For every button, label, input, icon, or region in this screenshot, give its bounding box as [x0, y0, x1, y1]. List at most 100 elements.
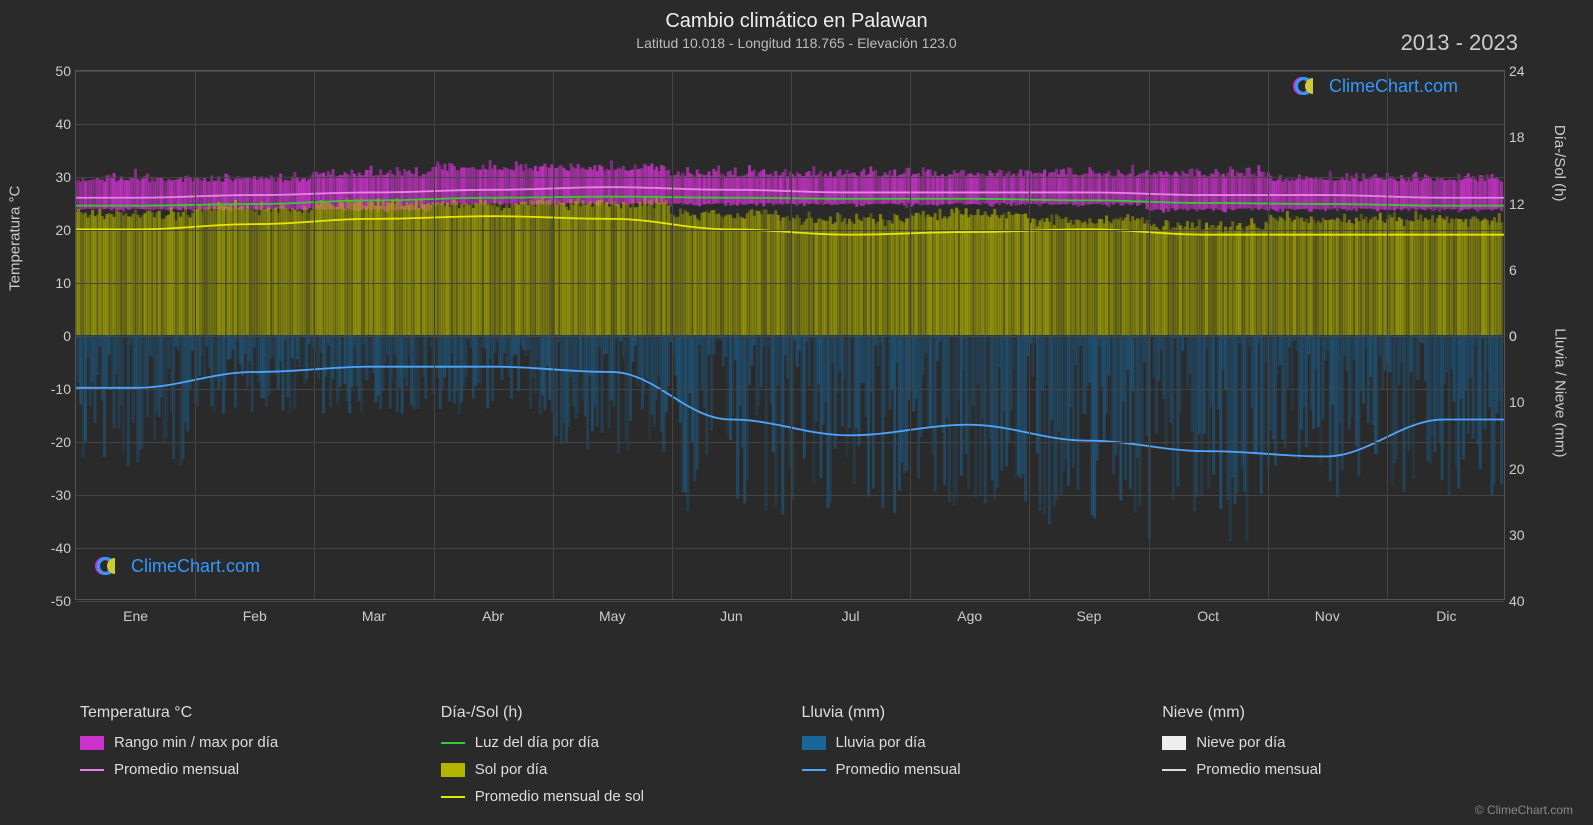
y-tick-left: -30: [31, 487, 71, 503]
y-tick-left: -10: [31, 381, 71, 397]
y-tick-left: 30: [31, 169, 71, 185]
y-tick-right-bottom: 20: [1509, 461, 1534, 477]
gridline-v: [434, 71, 435, 599]
x-tick-month: Jun: [720, 608, 743, 624]
x-tick-month: Dic: [1436, 608, 1456, 624]
y-tick-right-top: 6: [1509, 262, 1534, 278]
chart-container: -50-40-30-20-100102030405006121824010203…: [75, 50, 1505, 620]
y-tick-right-top: 18: [1509, 129, 1534, 145]
x-tick-month: Oct: [1197, 608, 1219, 624]
gridline-v: [1029, 71, 1030, 599]
gridline-h: [76, 442, 1504, 443]
legend-group-title: Nieve (mm): [1162, 704, 1523, 722]
legend-item-label: Sol por día: [475, 761, 548, 778]
legend-item: Promedio mensual: [1162, 761, 1523, 778]
gridline-v: [553, 71, 554, 599]
y-tick-right-top: 12: [1509, 196, 1534, 212]
gridline-h: [76, 283, 1504, 284]
y-tick-right-bottom: 40: [1509, 593, 1534, 609]
gridline-h: [76, 230, 1504, 231]
left-axis-title: Temperatura °C: [7, 186, 24, 291]
y-tick-left: -20: [31, 434, 71, 450]
legend-item: Lluvia por día: [802, 734, 1163, 751]
legend-swatch-icon: [441, 763, 465, 777]
legend-group-title: Día-/Sol (h): [441, 704, 802, 722]
gridline-h: [76, 548, 1504, 549]
legend-item: Nieve por día: [1162, 734, 1523, 751]
y-tick-right-bottom: 10: [1509, 394, 1534, 410]
series-line: [76, 216, 1504, 234]
x-tick-month: Nov: [1315, 608, 1340, 624]
gridline-v: [910, 71, 911, 599]
x-tick-month: Ene: [123, 608, 148, 624]
gridline-v: [791, 71, 792, 599]
y-tick-left: 0: [31, 328, 71, 344]
logo-icon: [1293, 75, 1323, 97]
y-tick-right-bottom: 0: [1509, 328, 1534, 344]
legend-swatch-icon: [802, 736, 826, 750]
y-tick-left: 40: [31, 116, 71, 132]
chart-subtitle: Latitud 10.018 - Longitud 118.765 - Elev…: [636, 35, 956, 51]
x-tick-month: May: [599, 608, 625, 624]
gridline-h: [76, 124, 1504, 125]
copyright: © ClimeChart.com: [1475, 803, 1573, 817]
gridline-h: [76, 389, 1504, 390]
legend-swatch-icon: [80, 736, 104, 750]
gridline-v: [1149, 71, 1150, 599]
logo-icon: [95, 555, 125, 577]
bands-layer: [76, 71, 1504, 599]
gridline-v: [314, 71, 315, 599]
legend-line-icon: [1162, 769, 1186, 771]
series-line: [76, 197, 1504, 206]
y-tick-left: -50: [31, 593, 71, 609]
gridline-v: [1268, 71, 1269, 599]
right-axis-bottom-title: Lluvia / Nieve (mm): [1552, 328, 1569, 457]
legend-item: Luz del día por día: [441, 734, 802, 751]
legend-group: Nieve (mm) Nieve por día Promedio mensual: [1162, 704, 1523, 815]
plot-area: -50-40-30-20-100102030405006121824010203…: [75, 70, 1505, 600]
y-tick-left: 50: [31, 63, 71, 79]
legend-line-icon: [441, 796, 465, 798]
y-tick-left: 10: [31, 275, 71, 291]
legend-item: Sol por día: [441, 761, 802, 778]
x-tick-month: Feb: [243, 608, 267, 624]
gridline-v: [195, 71, 196, 599]
legend-item-label: Promedio mensual de sol: [475, 788, 644, 805]
legend-group: Lluvia (mm)Lluvia por díaPromedio mensua…: [802, 704, 1163, 815]
legend-item-label: Promedio mensual: [836, 761, 961, 778]
legend-item-label: Rango min / max por día: [114, 734, 278, 751]
logo-bottom: ClimeChart.com: [95, 555, 260, 577]
legend: Temperatura °CRango min / max por díaPro…: [80, 704, 1523, 815]
y-tick-left: 20: [31, 222, 71, 238]
logo-text: ClimeChart.com: [131, 556, 260, 577]
y-tick-right-top: 24: [1509, 63, 1534, 79]
right-axis-top-title: Día-/Sol (h): [1552, 124, 1569, 201]
legend-line-icon: [802, 769, 826, 771]
gridline-v: [672, 71, 673, 599]
legend-group: Temperatura °CRango min / max por díaPro…: [80, 704, 441, 815]
legend-item-label: Promedio mensual: [1196, 761, 1321, 778]
legend-swatch-icon: [1162, 736, 1186, 750]
legend-item-label: Nieve por día: [1196, 734, 1285, 751]
legend-item: Promedio mensual: [802, 761, 1163, 778]
x-tick-month: Jul: [842, 608, 860, 624]
logo-text: ClimeChart.com: [1329, 76, 1458, 97]
legend-item: Promedio mensual: [80, 761, 441, 778]
gridline-h: [76, 336, 1504, 337]
y-tick-left: -40: [31, 540, 71, 556]
chart-title: Cambio climático en Palawan: [665, 10, 927, 33]
gridline-h: [76, 495, 1504, 496]
legend-line-icon: [441, 742, 465, 744]
logo-top: ClimeChart.com: [1293, 75, 1458, 97]
legend-item: Rango min / max por día: [80, 734, 441, 751]
x-tick-month: Mar: [362, 608, 386, 624]
legend-item: Promedio mensual de sol: [441, 788, 802, 805]
legend-line-icon: [80, 769, 104, 771]
legend-item-label: Lluvia por día: [836, 734, 926, 751]
lines-layer: [76, 71, 1504, 599]
legend-group: Día-/Sol (h) Luz del día por día Sol por d…: [441, 704, 802, 815]
x-tick-month: Abr: [482, 608, 504, 624]
gridline-h: [76, 71, 1504, 72]
series-line: [76, 187, 1504, 198]
gridline-h: [76, 601, 1504, 602]
